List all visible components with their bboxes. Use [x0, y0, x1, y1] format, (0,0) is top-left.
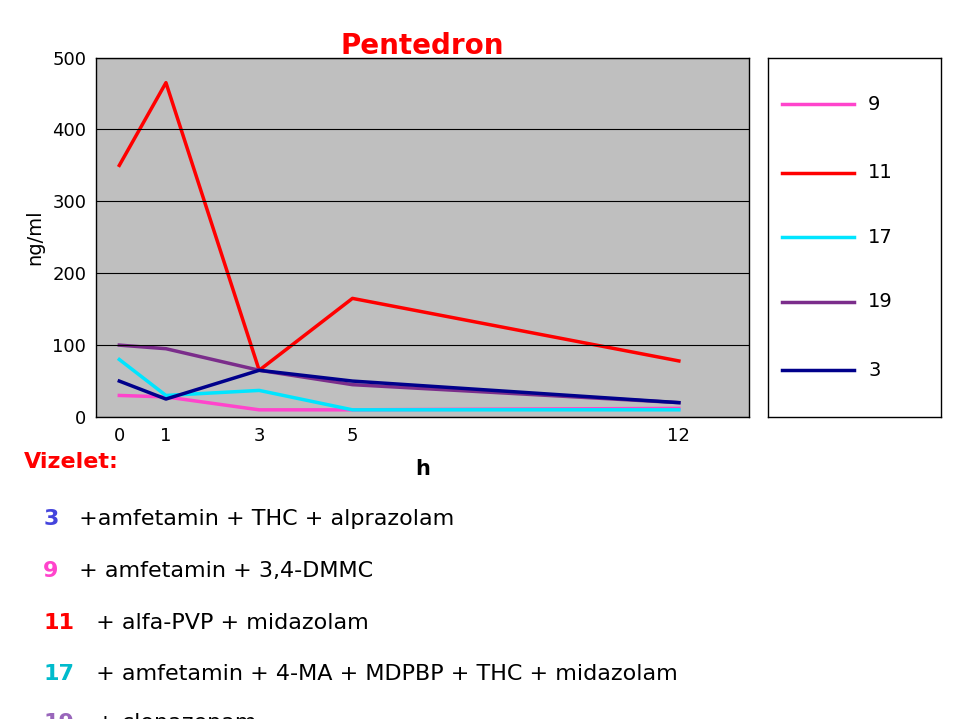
Text: + clonazepam: + clonazepam: [89, 713, 256, 719]
X-axis label: h: h: [415, 459, 430, 479]
Text: 17: 17: [868, 228, 893, 247]
Text: 9: 9: [43, 561, 59, 581]
Text: +amfetamin + THC + alprazolam: +amfetamin + THC + alprazolam: [72, 509, 454, 529]
Text: + alfa-PVP + midazolam: + alfa-PVP + midazolam: [89, 613, 369, 633]
Text: 19: 19: [43, 713, 74, 719]
Text: + amfetamin + 4-MA + MDPBP + THC + midazolam: + amfetamin + 4-MA + MDPBP + THC + midaz…: [89, 664, 678, 684]
Text: + amfetamin + 3,4-DMMC: + amfetamin + 3,4-DMMC: [72, 561, 373, 581]
Text: 3: 3: [868, 361, 880, 380]
Text: 3: 3: [43, 509, 59, 529]
Text: Pentedron: Pentedron: [341, 32, 504, 60]
Text: 17: 17: [43, 664, 74, 684]
Text: 11: 11: [43, 613, 74, 633]
Y-axis label: ng/ml: ng/ml: [25, 209, 44, 265]
Text: 19: 19: [868, 293, 893, 311]
Text: 9: 9: [868, 95, 880, 114]
Text: 11: 11: [868, 163, 893, 182]
Text: Vizelet:: Vizelet:: [24, 452, 119, 472]
